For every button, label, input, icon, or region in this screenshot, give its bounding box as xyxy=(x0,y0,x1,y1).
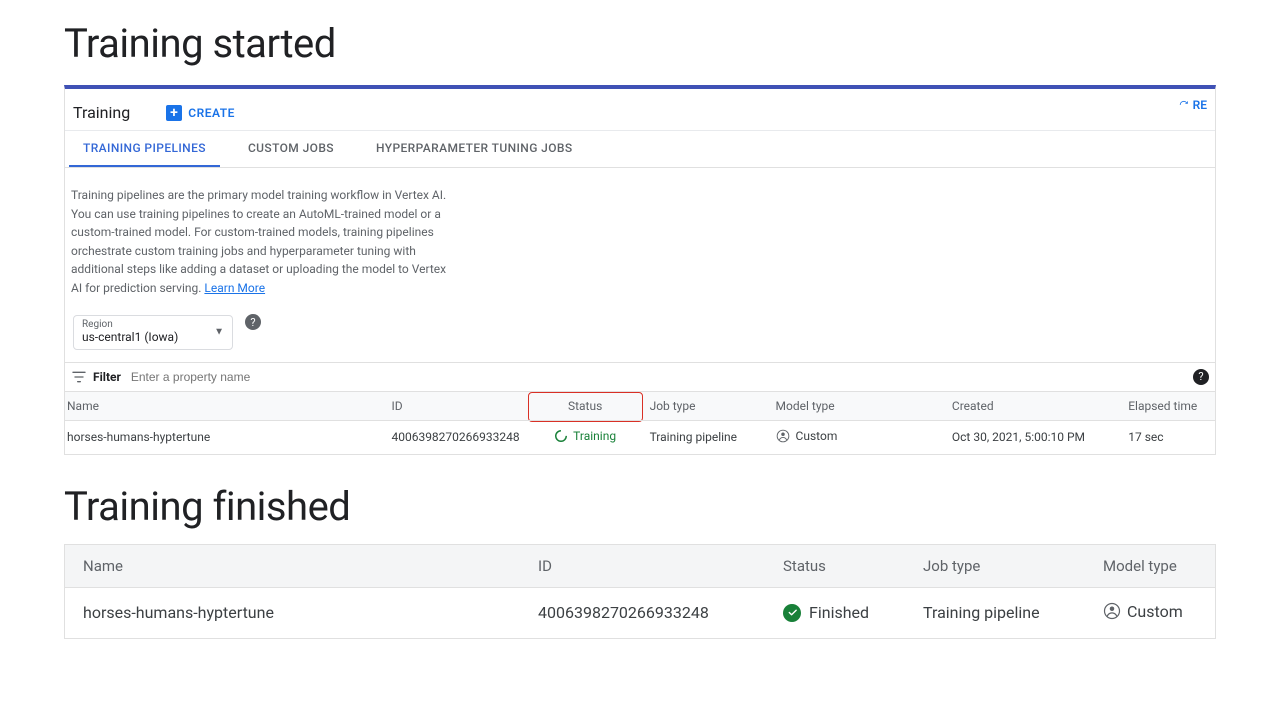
cell-name: horses-humans-hyptertune xyxy=(65,587,520,638)
tab-training-pipelines[interactable]: TRAINING PIPELINES xyxy=(69,131,220,167)
filter-icon xyxy=(71,369,87,385)
col-model-type[interactable]: Model type xyxy=(772,391,948,420)
cell-created: Oct 30, 2021, 5:00:10 PM xyxy=(948,420,1124,454)
filter-help-icon[interactable]: ? xyxy=(1193,369,1209,385)
chevron-down-icon: ▼ xyxy=(214,327,224,338)
heading-training-started: Training started xyxy=(64,20,1216,67)
status-text: Training xyxy=(573,429,616,443)
col-status-label: Status xyxy=(568,399,602,417)
filter-label: Filter xyxy=(93,370,121,384)
col-created[interactable]: Created xyxy=(948,391,1124,420)
panel-title: Training xyxy=(71,95,130,130)
cell-name: horses-humans-hyptertune xyxy=(65,420,387,454)
table-row[interactable]: horses-humans-hyptertune 400639827026693… xyxy=(65,587,1215,638)
table-row[interactable]: horses-humans-hyptertune 400639827026693… xyxy=(65,420,1215,454)
cell-job-type: Training pipeline xyxy=(646,420,772,454)
learn-more-link[interactable]: Learn More xyxy=(204,281,265,295)
region-select[interactable]: Region us-central1 (Iowa) ▼ xyxy=(73,315,233,350)
table-header-row: Name ID Status Job type Model type xyxy=(65,545,1215,588)
filter-input[interactable] xyxy=(131,370,1193,384)
plus-icon: + xyxy=(166,105,182,121)
region-value: us-central1 (Iowa) xyxy=(82,330,224,344)
cell-id: 4006398270266933248 xyxy=(387,420,524,454)
col-name[interactable]: Name xyxy=(65,545,520,588)
refresh-icon xyxy=(1179,97,1189,113)
col-status[interactable]: Status xyxy=(765,545,905,588)
model-type-text: Custom xyxy=(1127,602,1183,621)
tab-hyperparameter-tuning[interactable]: HYPERPARAMETER TUNING JOBS xyxy=(362,131,587,167)
region-label: Region xyxy=(82,319,224,330)
col-id[interactable]: ID xyxy=(387,391,524,420)
col-model-type[interactable]: Model type xyxy=(1085,545,1215,588)
description-text: Training pipelines are the primary model… xyxy=(65,168,465,304)
cell-status: Training xyxy=(525,420,646,454)
pipelines-table: Name ID Status Job type Model type Creat… xyxy=(65,391,1215,454)
heading-training-finished: Training finished xyxy=(64,483,1216,530)
create-button-label: CREATE xyxy=(188,106,235,120)
region-selector-wrap: Region us-central1 (Iowa) ▼ ? xyxy=(65,304,1215,362)
cell-model-type: Custom xyxy=(772,420,948,454)
col-id[interactable]: ID xyxy=(520,545,765,588)
description-body: Training pipelines are the primary model… xyxy=(71,188,446,295)
cell-elapsed: 17 sec xyxy=(1124,420,1215,454)
tab-custom-jobs[interactable]: CUSTOM JOBS xyxy=(234,131,348,167)
cell-job-type: Training pipeline xyxy=(905,587,1085,638)
person-icon xyxy=(1103,602,1121,620)
col-job-type[interactable]: Job type xyxy=(646,391,772,420)
col-job-type[interactable]: Job type xyxy=(905,545,1085,588)
cell-model-type: Custom xyxy=(1085,587,1215,638)
status-text: Finished xyxy=(809,603,869,622)
cell-status: Finished xyxy=(765,587,905,638)
check-icon xyxy=(783,604,801,622)
panel-header: Training + CREATE RE xyxy=(65,89,1215,131)
person-icon xyxy=(776,429,790,443)
col-name[interactable]: Name xyxy=(65,391,387,420)
create-button[interactable]: + CREATE xyxy=(166,105,235,121)
finished-panel: Name ID Status Job type Model type horse… xyxy=(64,544,1216,640)
filter-bar: Filter ? xyxy=(65,362,1215,391)
training-panel: Training + CREATE RE TRAINING PIPELINES … xyxy=(64,85,1216,455)
table-header-row: Name ID Status Job type Model type Creat… xyxy=(65,391,1215,420)
refresh-label: RE xyxy=(1193,98,1207,112)
cell-id: 4006398270266933248 xyxy=(520,587,765,638)
col-elapsed[interactable]: Elapsed time xyxy=(1124,391,1215,420)
tabs: TRAINING PIPELINES CUSTOM JOBS HYPERPARA… xyxy=(65,131,1215,168)
col-status[interactable]: Status xyxy=(525,391,646,420)
finished-table: Name ID Status Job type Model type horse… xyxy=(65,545,1215,639)
spinner-icon xyxy=(554,429,568,443)
refresh-button[interactable]: RE xyxy=(1179,97,1207,113)
model-type-text: Custom xyxy=(796,429,838,443)
region-help-icon[interactable]: ? xyxy=(245,314,261,330)
